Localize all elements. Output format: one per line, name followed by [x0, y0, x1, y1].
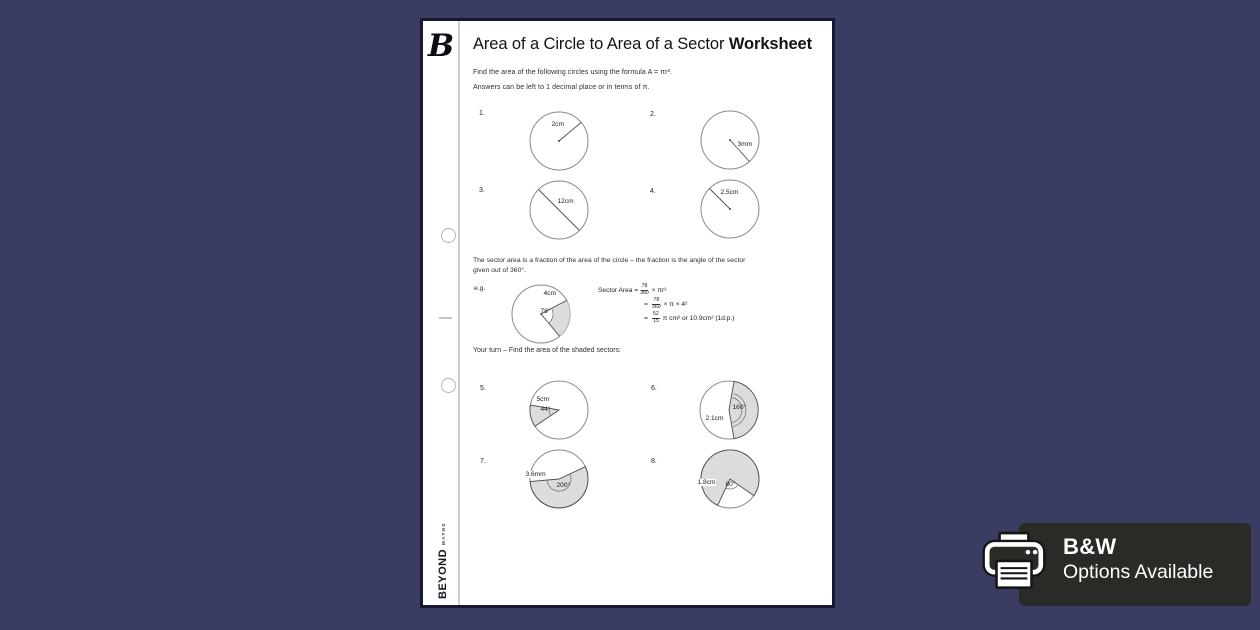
q4-radius-label: 2.5cm: [720, 189, 739, 196]
sector-intro-line-1: The sector area is a fraction of the are…: [473, 257, 746, 264]
hole-punch-icon: [441, 228, 456, 243]
hole-punch-icon: [441, 378, 456, 393]
brand-name: BEYOND: [437, 548, 449, 599]
q5-sector-diagram: [529, 380, 589, 440]
formula-row1-suffix: × πr²: [651, 286, 667, 294]
fraction: 52 15: [652, 310, 660, 324]
q6-sector-diagram: [699, 380, 759, 440]
your-turn-heading: Your turn – Find the area of the shaded …: [473, 347, 622, 354]
page-title: Area of a Circle to Area of a Sector Wor…: [473, 35, 812, 54]
q3-number: 3.: [479, 187, 485, 194]
q7-number: 7.: [480, 458, 486, 465]
page-title-regular: Area of a Circle to Area of a Sector: [473, 35, 725, 53]
q1-number: 1.: [479, 110, 485, 117]
q1-radius-label: 2cm: [551, 121, 565, 128]
q4-number: 4.: [650, 188, 656, 195]
formula-prefix: Sector Area =: [598, 286, 639, 294]
example-radius-label: 4cm: [543, 290, 557, 297]
q5-radius-label: 5cm: [536, 396, 550, 403]
example-sector-diagram: [511, 284, 571, 344]
fraction: 78 360: [652, 296, 661, 310]
q2-number: 2.: [650, 111, 656, 118]
fraction: 78 360: [640, 282, 649, 296]
page-title-bold: Worksheet: [728, 35, 813, 53]
q7-angle-label: 200°: [556, 482, 571, 489]
printer-icon: [982, 531, 1046, 589]
worked-example-formula: Sector Area = 78 360 × πr² = 78 360 × π × …: [598, 283, 818, 353]
badge-title: B&W: [1063, 534, 1117, 559]
q2-circle-diagram: [700, 110, 760, 170]
formula-row3-suffix: π cm² or 10.9cm² (1d.p.): [662, 314, 735, 322]
beyond-maths-brand: BEYOND MATHS: [435, 501, 451, 599]
equals-sign: =: [644, 314, 648, 322]
badge-subtitle: Options Available: [1063, 561, 1214, 583]
formula-row2-suffix: × π × 4²: [663, 300, 688, 308]
q3-circle-diagram: [529, 180, 589, 240]
q6-radius-label: 2.1cm: [705, 415, 724, 422]
q7-sector-diagram: [529, 449, 589, 509]
q5-angle-label: 44°: [540, 406, 551, 413]
bw-options-text: B&W Options Available: [1063, 534, 1213, 584]
q6-angle-label: 160°: [732, 404, 747, 411]
instruction-line-1: Find the area of the following circles u…: [473, 69, 673, 76]
margin-divider: [458, 21, 460, 605]
q3-diameter-label: 12cm: [557, 198, 575, 205]
q8-number: 8.: [651, 458, 657, 465]
eg-label: e.g.: [474, 285, 486, 292]
q4-circle-diagram: [700, 179, 760, 239]
worksheet-page: B BEYOND MATHS Area of a Circle to Area …: [420, 18, 835, 608]
equals-sign: =: [644, 300, 648, 308]
q6-number: 6.: [651, 385, 657, 392]
sector-intro-line-2: given out of 360°.: [473, 267, 526, 274]
beyond-logo-icon: B: [427, 28, 455, 64]
q8-angle-label: 80°: [725, 481, 736, 488]
q8-radius-label: 1.8cm: [697, 479, 716, 486]
q5-number: 5.: [480, 385, 486, 392]
example-angle-label: 78°: [540, 308, 551, 315]
margin-mark: [439, 317, 452, 319]
bw-options-badge: B&W Options Available: [1019, 523, 1251, 606]
q7-radius-label: 3.6mm: [525, 471, 547, 478]
brand-sub: MATHS: [440, 522, 446, 545]
q1-circle-diagram: [529, 111, 589, 171]
q2-radius-label: 3mm: [737, 141, 753, 148]
instruction-line-2: Answers can be left to 1 decimal place o…: [473, 84, 650, 91]
